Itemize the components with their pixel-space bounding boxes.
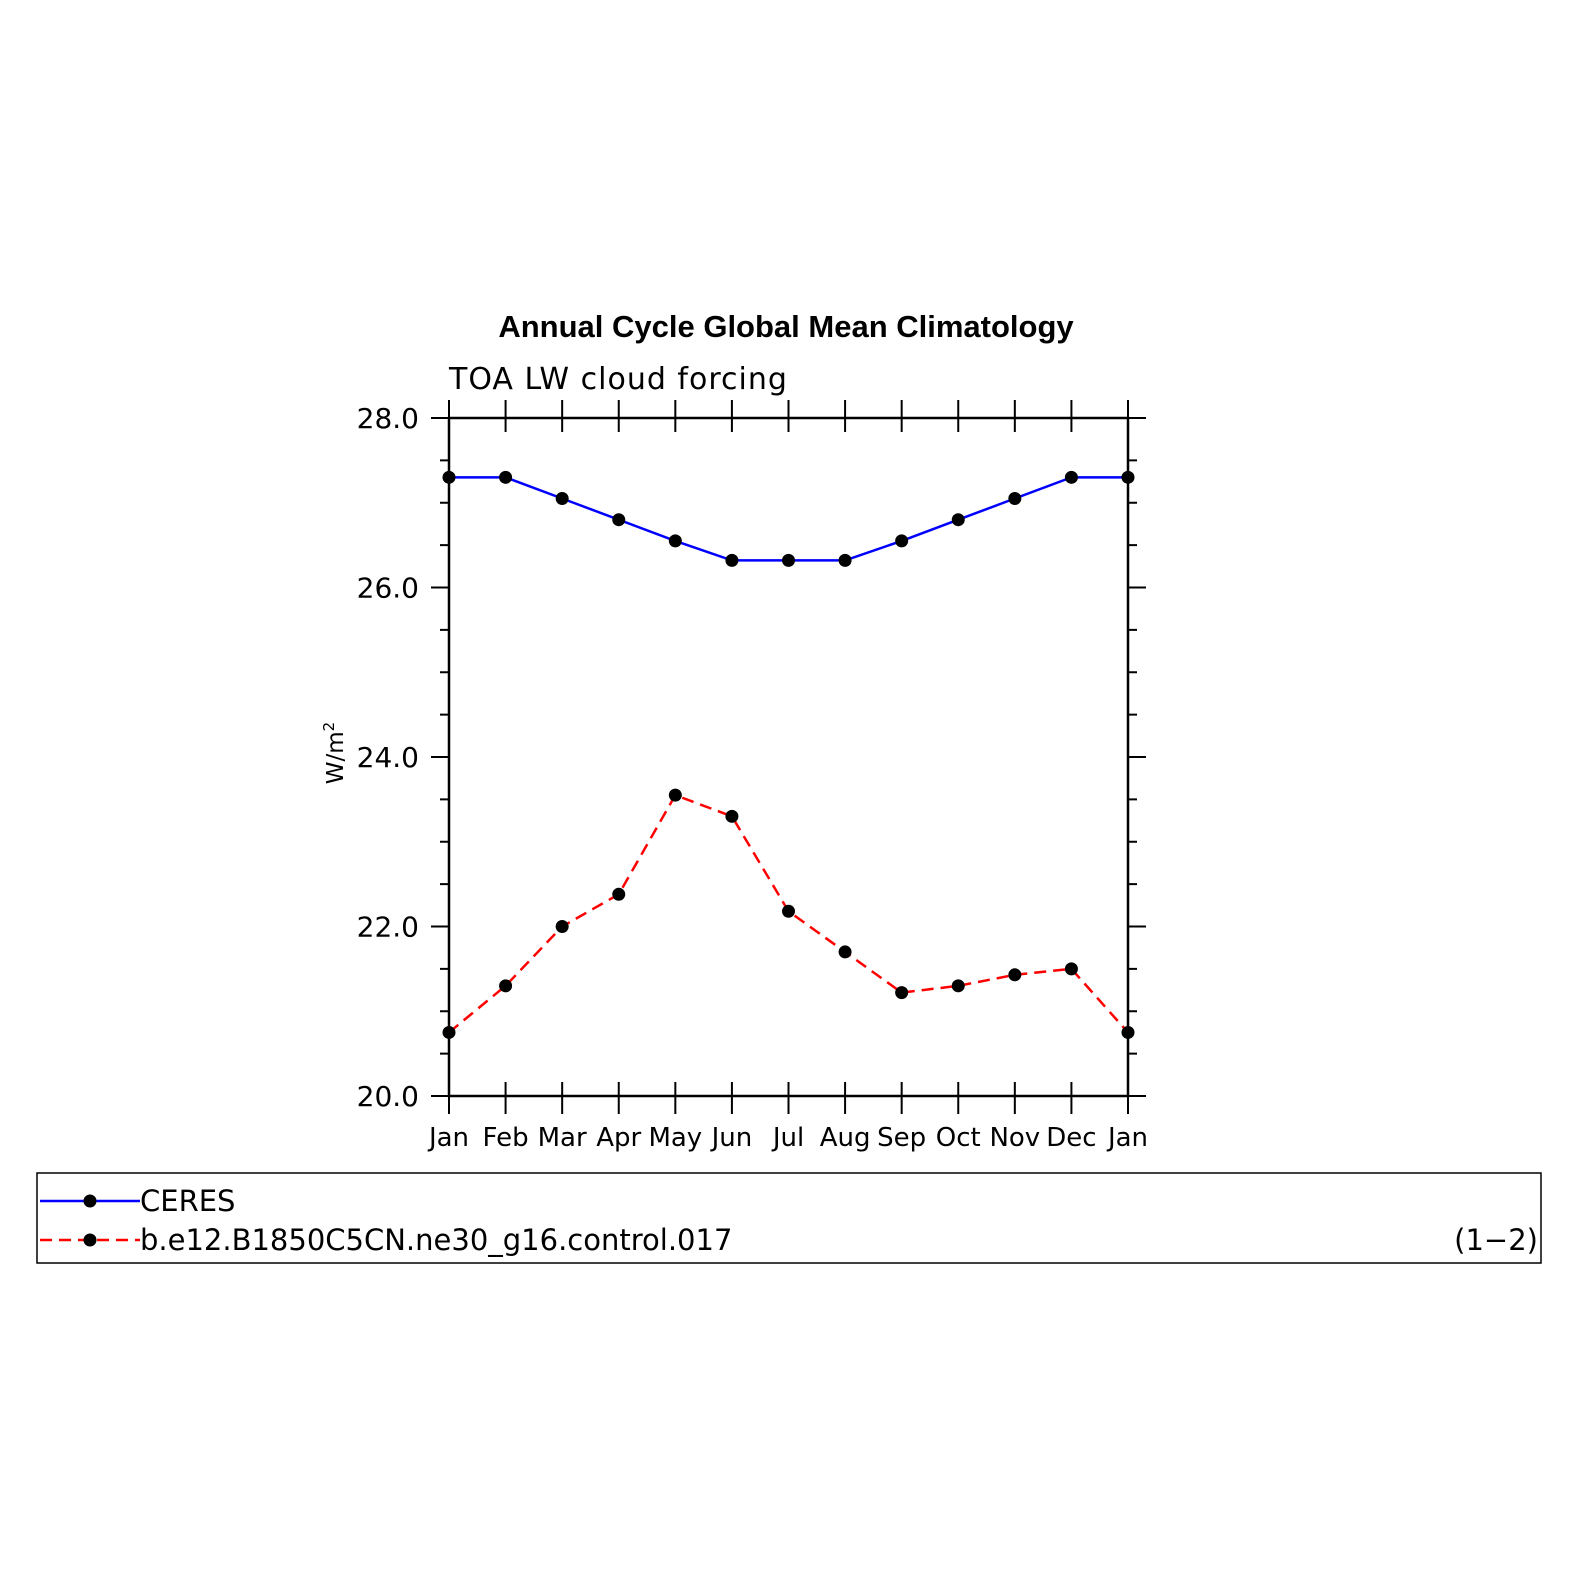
y-tick-label: 26.0 — [357, 572, 419, 605]
series-2-point — [555, 920, 569, 933]
series-2-point — [1008, 968, 1022, 982]
series-2-point — [1064, 962, 1078, 976]
legend-box — [36, 1172, 1542, 1264]
y-tick-label: 22.0 — [357, 911, 419, 944]
series-1-point — [668, 534, 682, 548]
x-tick-label: Jul — [771, 1123, 804, 1153]
chart-title: Annual Cycle Global Mean Climatology — [498, 309, 1074, 344]
series-1-point — [1121, 470, 1135, 484]
series-2-point — [1121, 1025, 1135, 1039]
legend: CERES b.e12.B1850C5CN.ne30_g16.control.01… — [36, 1172, 1542, 1264]
series-layer — [442, 470, 1135, 1039]
series-2-point — [838, 945, 852, 959]
series-2-point — [782, 904, 795, 918]
series-1-point — [442, 470, 456, 484]
series-1-point — [951, 513, 965, 527]
x-tick-label: Apr — [596, 1123, 641, 1153]
y-tick-label: 20.0 — [357, 1080, 419, 1113]
tick-labels: Jan Feb Mar Apr May Jun Jul Aug Sep Oct Nov Dec Jan 2… — [357, 402, 1148, 1153]
series-1-point — [838, 553, 852, 567]
x-tick-label: Feb — [483, 1123, 529, 1153]
x-tick-label: Jun — [710, 1123, 753, 1153]
series-1-point — [1008, 492, 1022, 506]
x-tick-label: Aug — [820, 1123, 871, 1153]
series-1-point — [895, 534, 909, 548]
plot-frame — [447, 416, 1130, 1098]
x-tick-label: Sep — [877, 1123, 926, 1153]
x-tick-label: Dec — [1046, 1123, 1096, 1153]
y-axis-label-sup: 2 — [320, 722, 338, 732]
series-2-point — [499, 979, 513, 993]
legend-marker-2 — [83, 1233, 97, 1247]
chart-subtitle: TOA LW cloud forcing — [448, 362, 788, 397]
x-tick-label: Mar — [538, 1123, 587, 1153]
series-1-point — [555, 492, 569, 506]
x-tick-label: Oct — [936, 1123, 981, 1153]
y-axis-label: W/m2 — [320, 722, 349, 784]
plot-axes — [431, 400, 1146, 1114]
series-2-point — [895, 986, 909, 1000]
series-1-point — [725, 553, 739, 567]
series-2-point — [612, 887, 626, 901]
x-tick-label: Jan — [427, 1123, 469, 1153]
legend-range-label: (1−2) — [1454, 1223, 1538, 1257]
legend-marker-1 — [83, 1194, 97, 1208]
legend-label-2: b.e12.B1850C5CN.ne30_g16.control.017 — [140, 1223, 732, 1257]
series-2-point — [668, 788, 682, 802]
series-1-point — [1064, 470, 1078, 484]
x-tick-label: Jan — [1106, 1123, 1148, 1153]
x-tick-label: May — [648, 1123, 702, 1153]
series-2-point — [951, 979, 965, 993]
y-tick-label: 24.0 — [357, 741, 419, 774]
y-axis-label-main: W/m — [323, 731, 349, 784]
legend-label-1: CERES — [140, 1184, 235, 1218]
series-1-point — [782, 553, 795, 567]
series-1-point — [612, 513, 626, 527]
x-tick-label: Nov — [989, 1123, 1040, 1153]
y-tick-label: 28.0 — [357, 402, 419, 435]
series-line-1 — [449, 476, 1128, 562]
series-2-point — [725, 809, 739, 823]
series-1-point — [499, 470, 513, 484]
series-2-point — [442, 1025, 456, 1039]
